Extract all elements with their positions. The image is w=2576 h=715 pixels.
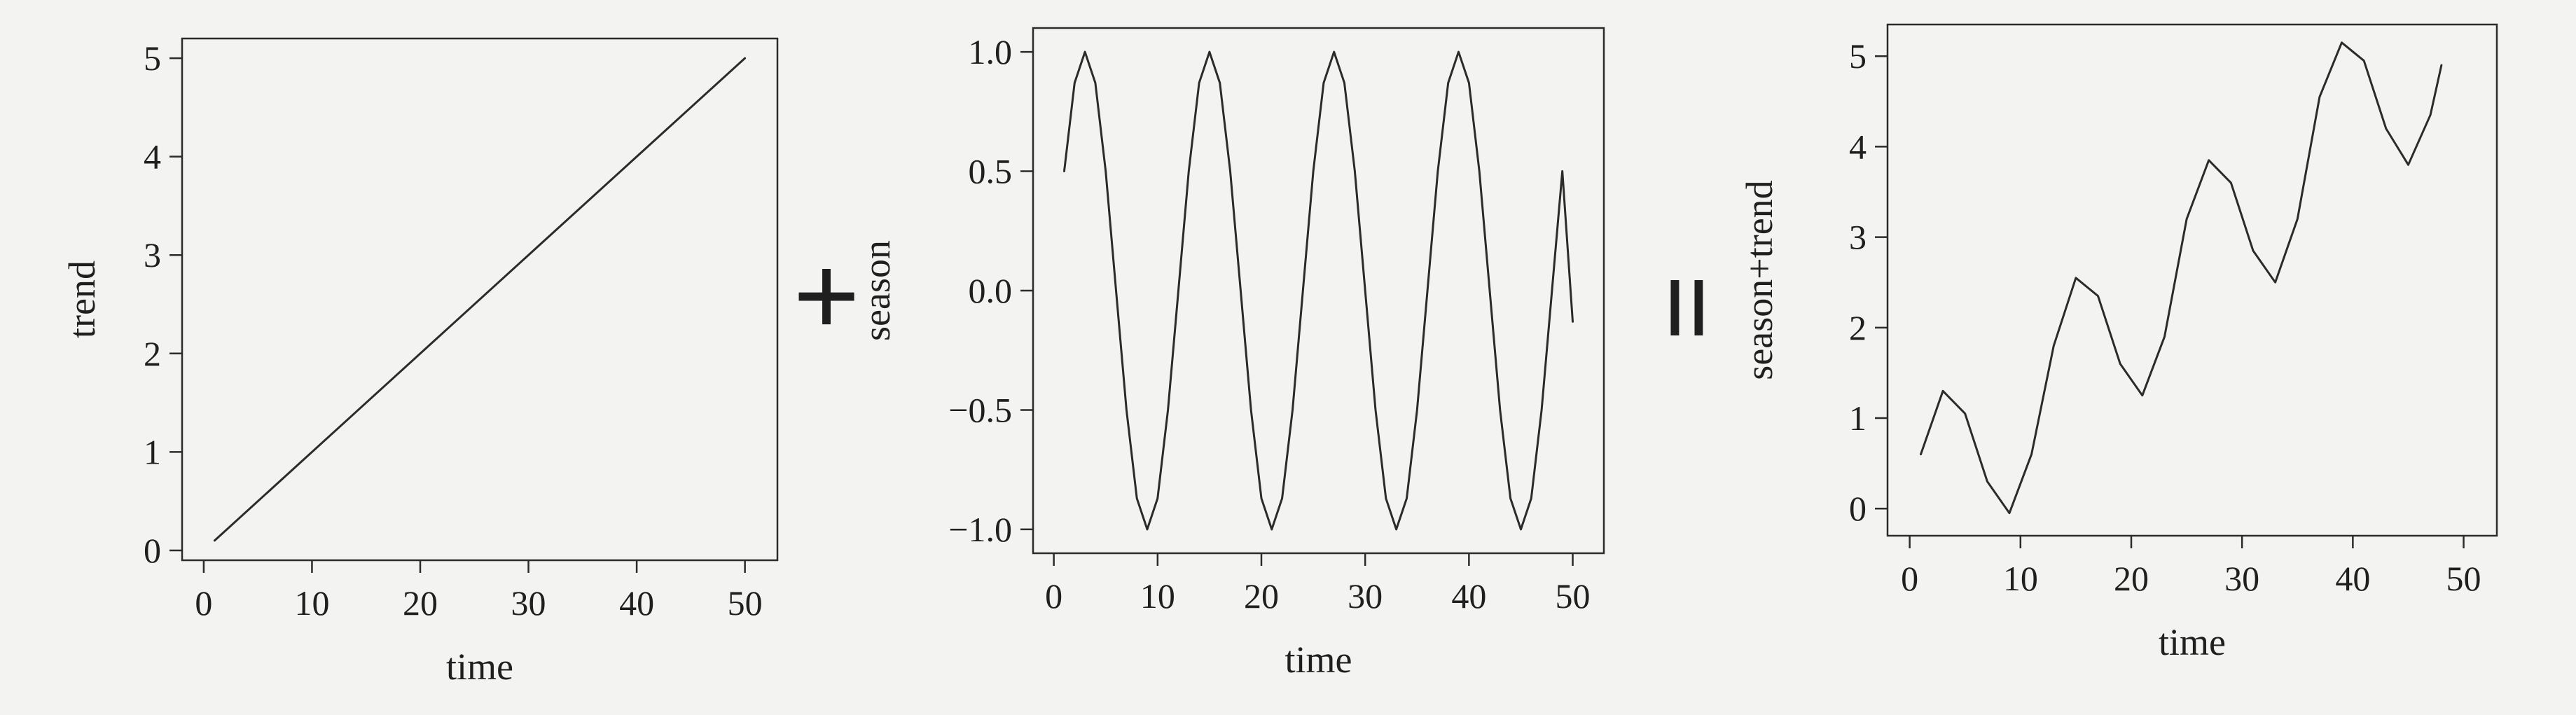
season-y-tick-label: −1.0 (948, 510, 1012, 549)
season-trend-x-tick-label: 20 (2114, 559, 2149, 598)
season-trend-y-tick-label: 5 (1849, 36, 1867, 76)
plus-operator: + (793, 230, 861, 362)
trend-x-tick-label: 10 (294, 583, 329, 623)
trend-y-tick-label: 0 (144, 531, 161, 570)
season-trend-y-tick-label: 4 (1849, 127, 1867, 166)
season-trend-y-tick-label: 2 (1849, 308, 1867, 347)
season-plot-frame (1032, 27, 1605, 555)
trend-y-tick-label: 5 (144, 39, 161, 78)
trend-x-axis-label: time (446, 646, 513, 688)
trend-x-tick-label: 0 (195, 583, 212, 623)
equals-operator: = (1621, 275, 1753, 342)
season-trend-x-tick-label: 30 (2224, 559, 2259, 598)
season-x-tick-label: 30 (1348, 576, 1383, 616)
season-trend-plot-frame (1886, 23, 2498, 537)
season-y-axis-label: season (856, 240, 898, 341)
season-trend-x-tick-label: 50 (2446, 559, 2481, 598)
season-trend-x-axis-label: time (2159, 621, 2226, 663)
season-trend-y-axis-label: season+trend (1738, 180, 1780, 380)
season-trend-x-tick-label: 40 (2335, 559, 2370, 598)
season-trend-x-tick-label: 10 (2003, 559, 2038, 598)
season-y-tick-label: 0.5 (969, 152, 1013, 191)
season-x-tick-label: 40 (1451, 576, 1486, 616)
season-series-line (1063, 50, 1574, 531)
trend-y-axis-label: trend (61, 261, 103, 338)
season-x-axis-label: time (1285, 639, 1352, 681)
season-y-tick-label: −0.5 (948, 390, 1012, 429)
trend-x-tick-label: 30 (511, 583, 546, 623)
season-y-tick-label: 1.0 (969, 32, 1013, 71)
season-y-tick-label: 0.0 (969, 271, 1013, 310)
trend-x-tick-label: 20 (403, 583, 438, 623)
season-x-tick-label: 0 (1045, 576, 1062, 616)
season-trend-y-tick-label: 1 (1849, 398, 1867, 438)
trend-y-tick-label: 3 (144, 235, 161, 275)
trend-x-tick-label: 50 (728, 583, 763, 623)
season-x-tick-label: 10 (1140, 576, 1175, 616)
trend-y-tick-label: 1 (144, 432, 161, 471)
trend-plot-frame (181, 37, 779, 562)
trend-y-tick-label: 2 (144, 334, 161, 373)
season-trend-y-tick-label: 3 (1849, 218, 1867, 257)
trend-series-line (213, 57, 747, 542)
season-trend-series-line (1920, 41, 2443, 515)
season-x-tick-label: 50 (1556, 576, 1591, 616)
season-x-tick-label: 20 (1244, 576, 1279, 616)
season-trend-x-tick-label: 0 (1901, 559, 1918, 598)
trend-x-tick-label: 40 (619, 583, 654, 623)
season-trend-y-tick-label: 0 (1849, 489, 1867, 528)
trend-y-tick-label: 4 (144, 137, 161, 176)
